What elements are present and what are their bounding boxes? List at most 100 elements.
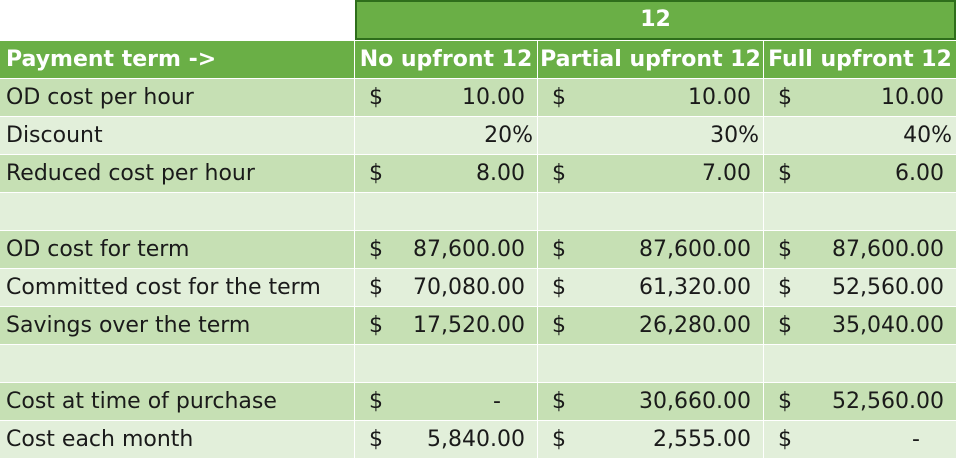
cell-value: 17,520.00 bbox=[413, 313, 525, 338]
table-row: Committed cost for the term $70,080.00 $… bbox=[0, 268, 956, 306]
cell-value: 52,560.00 bbox=[832, 275, 944, 300]
no-upfront-cell[interactable]: $70,080.00 bbox=[355, 269, 538, 306]
partial-upfront-cell[interactable]: $2,555.00 bbox=[538, 421, 764, 458]
currency-symbol: $ bbox=[369, 161, 383, 186]
table-row: Cost at time of purchase $ - $30,660.00 $… bbox=[0, 382, 956, 420]
partial-upfront-cell[interactable] bbox=[538, 345, 764, 382]
currency-symbol: $ bbox=[778, 237, 792, 262]
currency-symbol: $ bbox=[778, 427, 792, 452]
row-label[interactable]: Reduced cost per hour bbox=[0, 155, 355, 192]
cell-value: 8.00 bbox=[476, 161, 525, 186]
full-upfront-header[interactable]: Full upfront 12 bbox=[768, 47, 952, 72]
no-upfront-cell[interactable]: $87,600.00 bbox=[355, 231, 538, 268]
table-row: Cost each month $5,840.00 $2,555.00 $ - bbox=[0, 420, 956, 458]
partial-upfront-cell[interactable]: 30% bbox=[538, 117, 764, 154]
currency-symbol: $ bbox=[369, 275, 383, 300]
row-label[interactable]: Cost each month bbox=[0, 421, 355, 458]
cell-value: 40% bbox=[903, 123, 952, 148]
row-label[interactable]: Savings over the term bbox=[0, 307, 355, 344]
cell-value: 35,040.00 bbox=[832, 313, 944, 338]
partial-upfront-header[interactable]: Partial upfront 12 bbox=[538, 41, 764, 78]
cell-value: 87,600.00 bbox=[639, 237, 751, 262]
table-row: OD cost for term $87,600.00 $87,600.00 $… bbox=[0, 230, 956, 268]
partial-upfront-cell[interactable]: $26,280.00 bbox=[538, 307, 764, 344]
no-upfront-cell[interactable]: $8.00 bbox=[355, 155, 538, 192]
full-upfront-cell[interactable]: $52,560.00 bbox=[764, 269, 956, 306]
full-upfront-cell[interactable]: $10.00 bbox=[764, 79, 956, 116]
full-upfront-cell[interactable]: $87,600.00 bbox=[764, 231, 956, 268]
partial-upfront-cell[interactable] bbox=[538, 193, 764, 230]
full-upfront-cell[interactable]: $ - bbox=[764, 421, 956, 458]
currency-symbol: $ bbox=[369, 237, 383, 262]
no-upfront-cell[interactable]: $10.00 bbox=[355, 79, 538, 116]
table-row: OD cost per hour $10.00 $10.00 $10.00 bbox=[0, 78, 956, 116]
currency-symbol: $ bbox=[778, 313, 792, 338]
no-upfront-cell[interactable]: $17,520.00 bbox=[355, 307, 538, 344]
currency-symbol: $ bbox=[369, 313, 383, 338]
currency-symbol: $ bbox=[369, 389, 383, 414]
no-upfront-cell[interactable] bbox=[355, 345, 538, 382]
cell-value: 10.00 bbox=[881, 85, 944, 110]
row-label[interactable]: Cost at time of purchase bbox=[0, 383, 355, 420]
cell-value: 87,600.00 bbox=[832, 237, 944, 262]
row-label[interactable] bbox=[0, 345, 355, 382]
row-label[interactable] bbox=[0, 193, 355, 230]
full-upfront-cell[interactable]: $52,560.00 bbox=[764, 383, 956, 420]
cell-value: 87,600.00 bbox=[413, 237, 525, 262]
currency-symbol: $ bbox=[552, 237, 566, 262]
partial-upfront-cell[interactable]: $61,320.00 bbox=[538, 269, 764, 306]
partial-upfront-cell[interactable]: $7.00 bbox=[538, 155, 764, 192]
empty-corner-cell[interactable] bbox=[0, 0, 355, 40]
cell-value: 20% bbox=[484, 123, 533, 148]
blank-row bbox=[0, 192, 956, 230]
row-label[interactable]: OD cost per hour bbox=[0, 79, 355, 116]
currency-symbol: $ bbox=[369, 85, 383, 110]
full-upfront-cell[interactable]: $35,040.00 bbox=[764, 307, 956, 344]
no-upfront-cell[interactable]: 20% bbox=[355, 117, 538, 154]
blank-row bbox=[0, 344, 956, 382]
cell-value: 70,080.00 bbox=[413, 275, 525, 300]
no-upfront-header[interactable]: No upfront 12 bbox=[355, 41, 538, 78]
cell-value: 30,660.00 bbox=[639, 389, 751, 414]
no-upfront-cell[interactable]: $5,840.00 bbox=[355, 421, 538, 458]
cell-value: 6.00 bbox=[895, 161, 944, 186]
currency-symbol: $ bbox=[369, 427, 383, 452]
cell-value: - bbox=[493, 389, 501, 414]
partial-upfront-cell[interactable]: $87,600.00 bbox=[538, 231, 764, 268]
row-label[interactable]: OD cost for term bbox=[0, 231, 355, 268]
merged-period-header[interactable]: 12 bbox=[355, 0, 956, 40]
currency-symbol: $ bbox=[552, 85, 566, 110]
table-row: Savings over the term $17,520.00 $26,280… bbox=[0, 306, 956, 344]
currency-symbol: $ bbox=[778, 389, 792, 414]
currency-symbol: $ bbox=[778, 275, 792, 300]
full-upfront-cell[interactable] bbox=[764, 345, 956, 382]
currency-symbol: $ bbox=[552, 389, 566, 414]
title-row: 12 bbox=[0, 0, 956, 40]
cell-value: 10.00 bbox=[688, 85, 751, 110]
table-row: Discount 20% 30% 40% bbox=[0, 116, 956, 154]
currency-symbol: $ bbox=[778, 161, 792, 186]
cell-value: 26,280.00 bbox=[639, 313, 751, 338]
currency-symbol: $ bbox=[552, 313, 566, 338]
cell-value: 5,840.00 bbox=[427, 427, 525, 452]
payment-term-label[interactable]: Payment term -> bbox=[0, 41, 355, 78]
cell-value: 52,560.00 bbox=[832, 389, 944, 414]
no-upfront-cell[interactable]: $ - bbox=[355, 383, 538, 420]
full-upfront-cell[interactable]: 40% bbox=[764, 117, 956, 154]
cell-value: 61,320.00 bbox=[639, 275, 751, 300]
row-label[interactable]: Discount bbox=[0, 117, 355, 154]
partial-upfront-cell[interactable]: $30,660.00 bbox=[538, 383, 764, 420]
no-upfront-cell[interactable] bbox=[355, 193, 538, 230]
cell-value: 7.00 bbox=[702, 161, 751, 186]
row-label[interactable]: Committed cost for the term bbox=[0, 269, 355, 306]
full-upfront-cell[interactable]: $6.00 bbox=[764, 155, 956, 192]
table-row: Reduced cost per hour $8.00 $7.00 $6.00 bbox=[0, 154, 956, 192]
currency-symbol: $ bbox=[552, 275, 566, 300]
currency-symbol: $ bbox=[552, 161, 566, 186]
full-upfront-cell[interactable] bbox=[764, 193, 956, 230]
cell-value: 30% bbox=[710, 123, 759, 148]
cell-value: - bbox=[912, 427, 920, 452]
currency-symbol: $ bbox=[778, 85, 792, 110]
currency-symbol: $ bbox=[552, 427, 566, 452]
partial-upfront-cell[interactable]: $10.00 bbox=[538, 79, 764, 116]
